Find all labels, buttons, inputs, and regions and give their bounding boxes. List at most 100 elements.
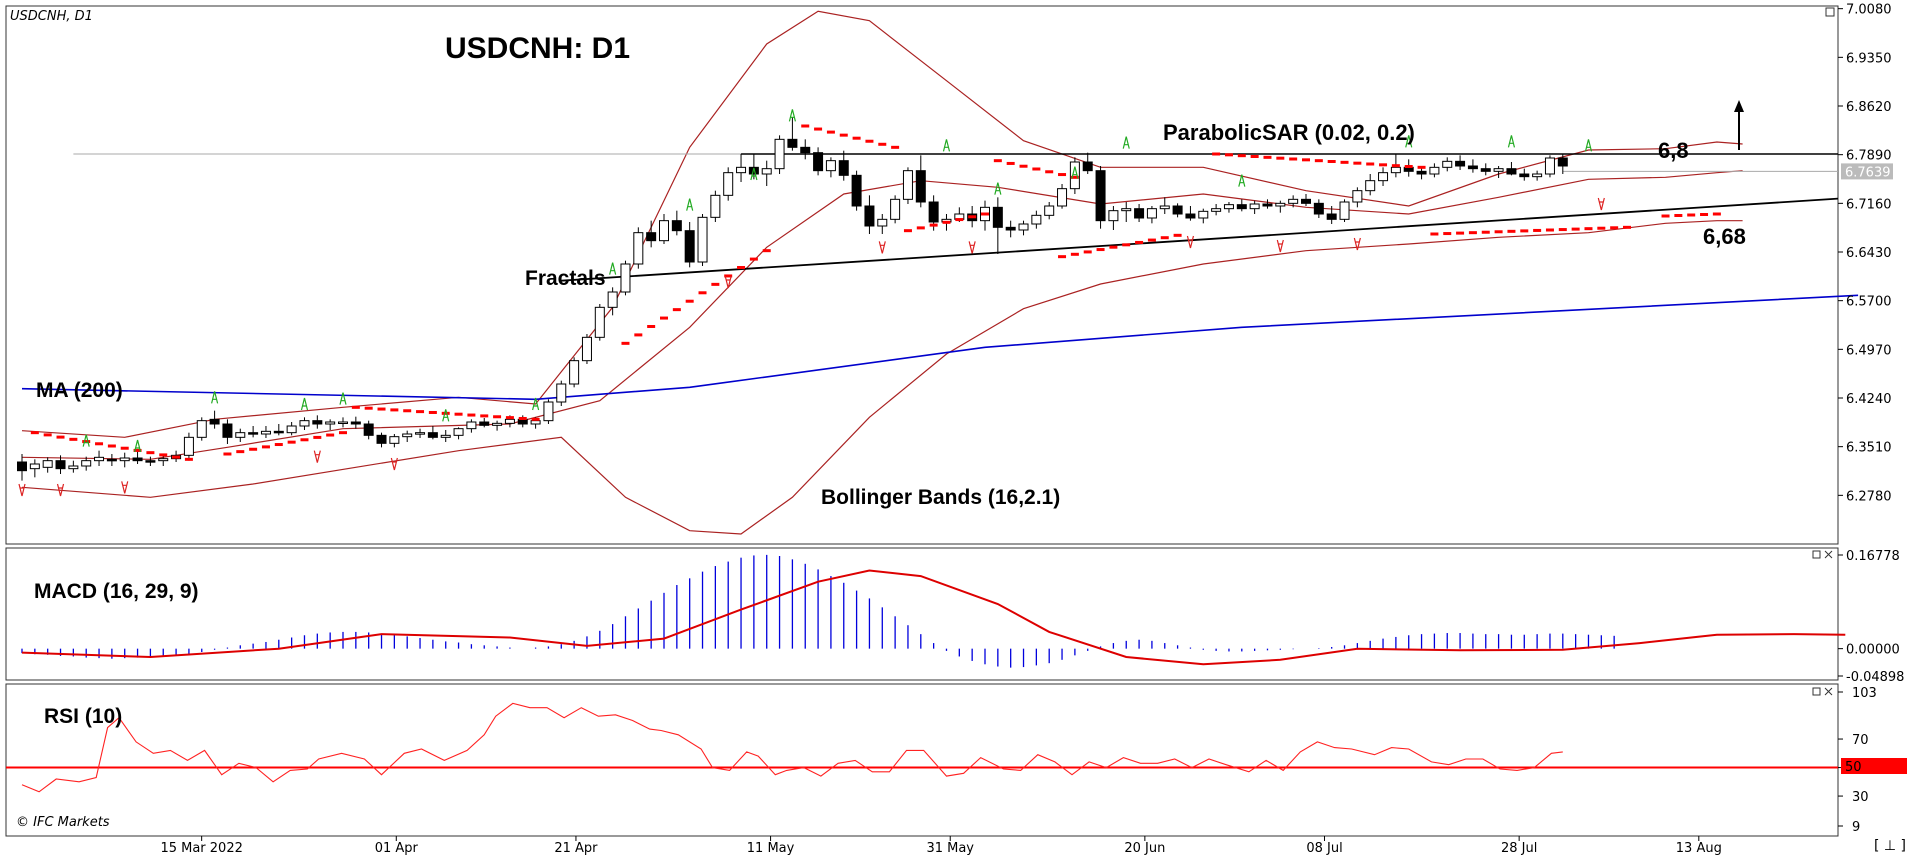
candle bbox=[389, 434, 400, 448]
candle bbox=[864, 195, 875, 234]
price-tick-label: 6.7160 bbox=[1846, 197, 1892, 212]
candle-body-up bbox=[1275, 202, 1286, 207]
candle-body-up bbox=[1211, 208, 1222, 212]
candle-body-up bbox=[94, 456, 105, 462]
fractal-down-icon bbox=[56, 483, 65, 497]
candle-body-up bbox=[260, 430, 271, 435]
candle bbox=[1121, 202, 1132, 222]
candle-body-up bbox=[697, 216, 708, 263]
candle bbox=[273, 424, 284, 436]
candle-body-up bbox=[1288, 198, 1299, 204]
candle bbox=[132, 450, 143, 464]
fractal-down-icon bbox=[121, 481, 129, 494]
candle-body-up bbox=[196, 420, 207, 438]
candle bbox=[286, 422, 297, 436]
fractal-up-icon bbox=[339, 392, 347, 405]
candle bbox=[581, 334, 592, 364]
candle bbox=[787, 117, 798, 151]
candle-body-down bbox=[376, 434, 387, 444]
candle-body-down bbox=[1005, 226, 1016, 231]
symbol-label: USDCNH, D1 bbox=[10, 9, 93, 24]
fractal-up-icon bbox=[686, 198, 694, 211]
candle bbox=[1005, 220, 1016, 238]
bollinger-upper-band bbox=[21, 10, 1743, 438]
macd-panel-controls-icon[interactable] bbox=[1812, 550, 1833, 559]
candle bbox=[1275, 200, 1286, 213]
fractals-label: Fractals bbox=[525, 267, 606, 290]
fractal-up-icon bbox=[1122, 136, 1130, 149]
y-axis-ticks: 7.0080 6.9350 6.8620 6.7890 6.7160 6.6430 6.57… bbox=[1838, 3, 1904, 835]
candle bbox=[1365, 174, 1376, 196]
candle bbox=[1223, 202, 1234, 213]
candle bbox=[29, 459, 40, 478]
candle bbox=[594, 304, 605, 341]
candle bbox=[1339, 199, 1350, 222]
candle bbox=[1455, 155, 1466, 170]
macd-plot bbox=[21, 554, 1846, 668]
candle-body-up bbox=[1365, 180, 1376, 192]
candle bbox=[1532, 170, 1543, 181]
candle-body-up bbox=[1146, 208, 1157, 219]
support-label: 6,68 bbox=[1703, 224, 1746, 249]
candle-body-down bbox=[1416, 170, 1427, 175]
candle-body-down bbox=[222, 423, 233, 438]
fractal-down-icon bbox=[18, 483, 26, 497]
candle bbox=[748, 154, 759, 180]
candle bbox=[440, 430, 451, 442]
candle bbox=[992, 197, 1003, 254]
price-tick-label: 6.5700 bbox=[1846, 295, 1892, 310]
candle bbox=[1506, 162, 1517, 176]
candle-body-down bbox=[106, 458, 117, 462]
fractal-down-icon bbox=[1353, 237, 1361, 251]
x-axis-ticks: 15 Mar 2022 01 Apr 21 Apr 11 May 31 May 20 Ju… bbox=[160, 836, 1722, 856]
candle-body-up bbox=[736, 166, 747, 174]
candle-body-down bbox=[1095, 170, 1106, 222]
candle bbox=[671, 210, 682, 236]
fractal-down-icon bbox=[313, 450, 321, 463]
candle-body-down bbox=[1506, 168, 1517, 175]
rsi-tick-label: 30 bbox=[1852, 790, 1869, 805]
candle-body-down bbox=[851, 174, 862, 207]
time-tick-label: 28 Jul bbox=[1501, 841, 1537, 856]
candle bbox=[376, 432, 387, 448]
candle-body-down bbox=[479, 421, 490, 426]
macd-panel-frame bbox=[5, 547, 1839, 681]
rsi-panel-controls-icon[interactable] bbox=[1812, 687, 1833, 696]
candle bbox=[235, 428, 246, 442]
candle-body-up bbox=[389, 436, 400, 444]
candle bbox=[350, 416, 361, 429]
candle-body-up bbox=[1532, 173, 1543, 178]
scroll-end-button[interactable]: [ ⊥ ] bbox=[1874, 838, 1906, 854]
candle-body-up bbox=[81, 460, 92, 467]
candle bbox=[81, 456, 92, 471]
candle bbox=[1198, 208, 1209, 224]
up-arrow-icon bbox=[1734, 100, 1744, 150]
candle bbox=[1519, 168, 1530, 181]
candle bbox=[710, 190, 721, 222]
candle bbox=[299, 417, 310, 430]
candle bbox=[1480, 163, 1491, 176]
candle bbox=[1172, 203, 1183, 218]
candle bbox=[427, 426, 438, 440]
candle bbox=[1262, 199, 1273, 209]
candle bbox=[697, 214, 708, 266]
time-tick-label: 15 Mar 2022 bbox=[160, 841, 242, 856]
candle-body-up bbox=[774, 138, 785, 170]
macd-tick-label: 0.00000 bbox=[1846, 643, 1900, 658]
panel-restore-icon[interactable] bbox=[1825, 7, 1835, 17]
candle bbox=[1146, 206, 1157, 224]
ma-200-path bbox=[21, 294, 1859, 401]
candle-body-up bbox=[492, 422, 503, 426]
candle-body-down bbox=[1301, 198, 1311, 204]
fractal-up-icon bbox=[82, 434, 90, 447]
candle-body-up bbox=[466, 421, 477, 430]
candle-body-down bbox=[1172, 205, 1183, 215]
current-price-label: 6.7639 bbox=[1845, 165, 1891, 180]
candle-body-up bbox=[1493, 168, 1504, 172]
candle bbox=[312, 415, 323, 429]
bollinger-lower-band bbox=[21, 220, 1743, 535]
candle-body-down bbox=[209, 418, 220, 425]
candle bbox=[915, 155, 926, 208]
candle-body-down bbox=[1236, 204, 1247, 210]
candle bbox=[774, 135, 785, 174]
